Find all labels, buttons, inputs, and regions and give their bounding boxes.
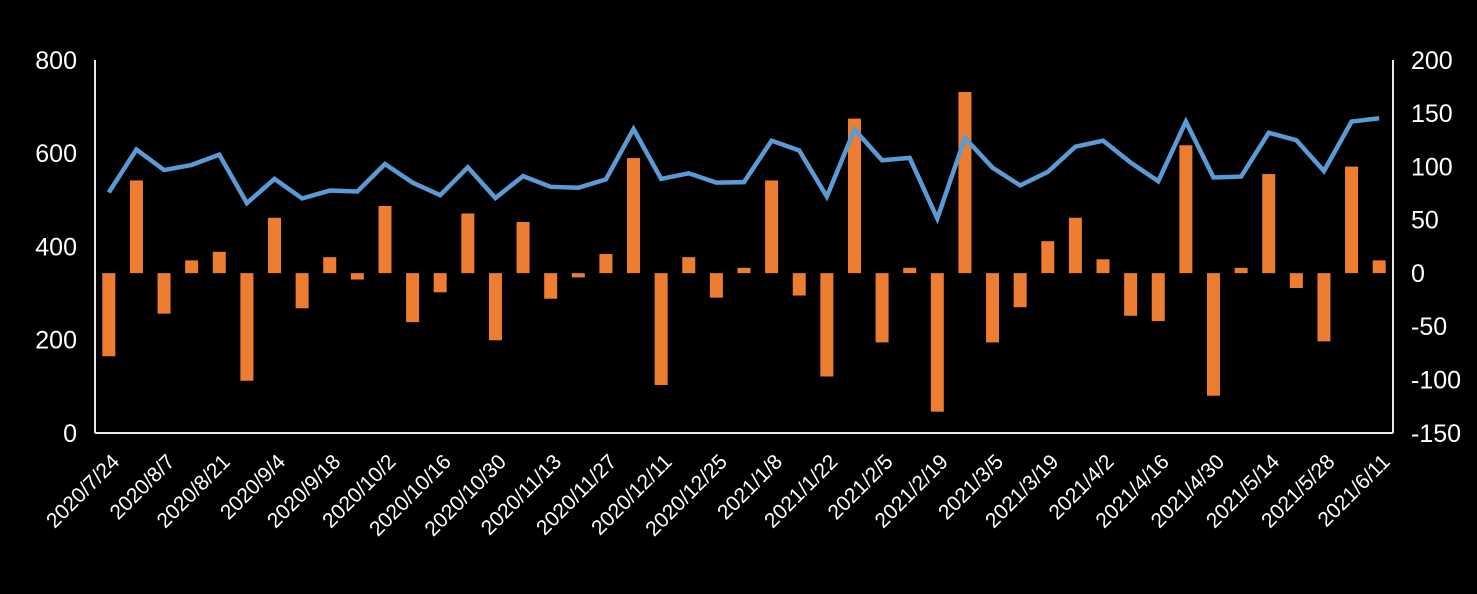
bar bbox=[350, 273, 364, 280]
right-axis-tick-label: 150 bbox=[1411, 100, 1453, 128]
bar bbox=[1372, 260, 1386, 274]
bar bbox=[268, 217, 282, 274]
right-axis-tick-label: 50 bbox=[1411, 207, 1439, 235]
bar bbox=[1234, 267, 1248, 274]
bar bbox=[1124, 273, 1138, 316]
bar bbox=[544, 273, 558, 299]
bar bbox=[1068, 217, 1082, 274]
bar bbox=[682, 257, 696, 274]
bar bbox=[820, 273, 834, 377]
left-axis-tick-label: 600 bbox=[35, 140, 77, 168]
right-axis-tick-label: 200 bbox=[1411, 47, 1453, 75]
bar bbox=[1289, 273, 1303, 289]
left-axis-tick-label: 800 bbox=[35, 47, 77, 75]
bar bbox=[378, 206, 392, 274]
left-axis-tick-label: 0 bbox=[63, 420, 77, 448]
bar bbox=[627, 158, 641, 274]
bar bbox=[986, 273, 1000, 343]
bar bbox=[1041, 241, 1055, 274]
left-axis-tick-label: 400 bbox=[35, 233, 77, 261]
bar bbox=[599, 253, 613, 274]
bar bbox=[212, 251, 226, 274]
right-axis-tick-label: -150 bbox=[1411, 420, 1461, 448]
x-axis-tick-label: 2020/7/24 bbox=[42, 450, 125, 533]
bar bbox=[1345, 166, 1359, 274]
bar bbox=[185, 260, 199, 274]
bar bbox=[1151, 273, 1165, 322]
bar bbox=[654, 273, 668, 386]
bar bbox=[875, 273, 889, 343]
bar bbox=[295, 273, 309, 309]
bar bbox=[1317, 273, 1331, 342]
right-axis-tick-label: 0 bbox=[1411, 260, 1425, 288]
left-axis-tick-label: 200 bbox=[35, 327, 77, 355]
bar bbox=[433, 273, 447, 293]
bar bbox=[709, 273, 723, 298]
right-axis-tick-label: -50 bbox=[1411, 313, 1447, 341]
bar bbox=[240, 273, 254, 381]
bar bbox=[488, 273, 502, 341]
line-series bbox=[106, 116, 1380, 225]
bar bbox=[102, 273, 116, 357]
bar bbox=[323, 257, 337, 274]
bar bbox=[1206, 273, 1220, 396]
bar bbox=[792, 273, 806, 296]
bar bbox=[765, 180, 779, 274]
right-axis-tick-label: 100 bbox=[1411, 153, 1453, 181]
bar bbox=[1262, 174, 1276, 274]
bar bbox=[157, 273, 171, 314]
bar bbox=[1013, 273, 1027, 308]
bar bbox=[930, 273, 944, 412]
bar bbox=[516, 221, 530, 274]
bar bbox=[1179, 145, 1193, 274]
bar bbox=[847, 118, 861, 274]
right-axis-tick-label: -100 bbox=[1411, 366, 1461, 394]
bar bbox=[129, 180, 143, 274]
bar bbox=[571, 273, 585, 278]
bar bbox=[958, 91, 972, 274]
bar bbox=[406, 273, 420, 323]
bar bbox=[737, 267, 751, 274]
bar bbox=[903, 267, 917, 274]
bar bbox=[461, 213, 475, 274]
bar bbox=[1096, 259, 1110, 274]
